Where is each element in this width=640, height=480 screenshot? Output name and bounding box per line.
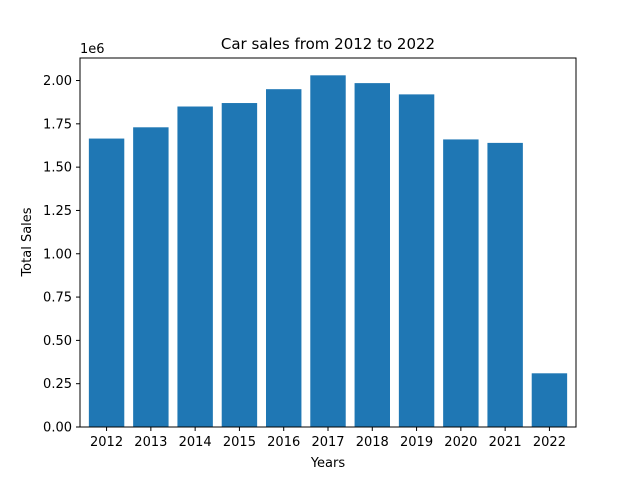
bar-2022	[531, 373, 568, 427]
y-tick-label: 1.75	[43, 117, 72, 132]
y-tick-label: 2.00	[43, 74, 72, 89]
y-tick-label: 0.00	[43, 421, 72, 436]
bar-2018	[354, 83, 390, 428]
x-tick-label: 2015	[223, 435, 256, 450]
bar-2019	[398, 94, 435, 427]
x-tick-label: 2020	[444, 435, 477, 450]
x-axis-label: Years	[310, 456, 346, 471]
y-tick-label: 0.75	[43, 291, 72, 306]
y-axis-label: Total Sales	[20, 207, 35, 277]
x-tick-label: 2018	[356, 435, 389, 450]
y-tick-label: 0.50	[43, 334, 72, 349]
x-tick-label: 2013	[134, 435, 167, 450]
y-tick-label: 1.00	[43, 247, 72, 262]
plot-frame	[79, 57, 577, 428]
y-tick-label: 0.25	[43, 377, 72, 392]
bar-2015	[221, 103, 258, 427]
bar-2014	[177, 106, 213, 427]
bar-2012	[88, 138, 125, 427]
x-ticks-group: 2012 2013 2014 2015 2016 2017 2018 2019 2020 2021…	[90, 427, 566, 450]
bar-2017	[310, 75, 346, 427]
bars-group	[88, 75, 568, 428]
bar-2016	[266, 89, 302, 428]
x-tick-label: 2021	[489, 435, 522, 450]
x-tick-label: 2014	[179, 435, 212, 450]
y-tick-label: 1.50	[43, 161, 72, 176]
x-tick-label: 2012	[90, 435, 123, 450]
bar-2013	[133, 127, 169, 428]
x-tick-label: 2016	[267, 435, 300, 450]
x-tick-label: 2022	[533, 435, 566, 450]
y-tick-label: 1.25	[43, 204, 72, 219]
x-tick-label: 2017	[311, 435, 344, 450]
y-offset-label: 1e6	[80, 42, 105, 57]
x-tick-label: 2019	[400, 435, 433, 450]
chart-title: Car sales from 2012 to 2022	[221, 35, 435, 53]
bar-2020	[443, 139, 479, 428]
y-ticks-group: 0.00 0.25 0.50 0.75 1.00 1.25 1.50 1.75 2.00	[43, 74, 80, 436]
bar-2021	[487, 142, 523, 427]
